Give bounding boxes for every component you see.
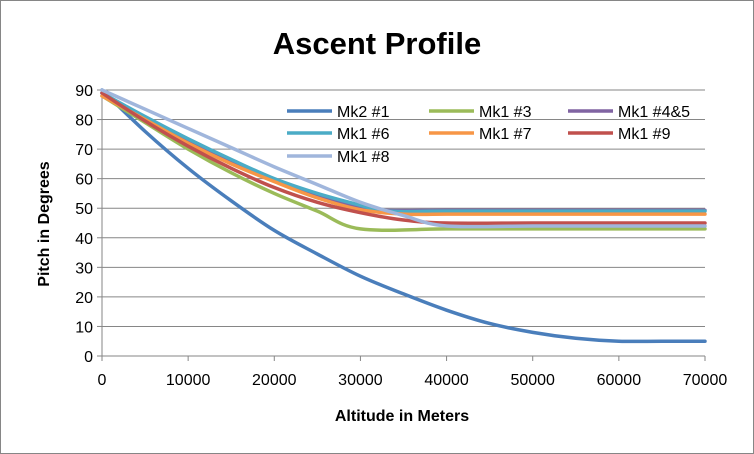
legend-label-7: Mk1 #8 — [337, 149, 390, 166]
y-tick-label-60: 60 — [75, 172, 93, 189]
x-tick-label-50000: 50000 — [510, 372, 555, 389]
series-line-6 — [100, 91, 707, 225]
chart-title: Ascent Profile — [273, 26, 481, 61]
x-tick-label-60000: 60000 — [597, 372, 642, 389]
x-tick-label-40000: 40000 — [424, 372, 469, 389]
x-tick-label-20000: 20000 — [252, 372, 297, 389]
series-lines — [100, 88, 707, 344]
legend-label-6: Mk1 #9 — [618, 126, 671, 143]
y-tick-label-50: 50 — [75, 201, 93, 218]
legend-label-1: Mk2 #1 — [337, 104, 390, 121]
x-tick-label-0: 0 — [98, 372, 107, 389]
x-tick-label-30000: 30000 — [338, 372, 383, 389]
y-tick-label-30: 30 — [75, 260, 93, 277]
legend-label-5: Mk1 #7 — [479, 126, 532, 143]
series-line-5 — [100, 94, 707, 217]
y-tick-label-20: 20 — [75, 290, 93, 307]
legend-label-2: Mk1 #3 — [479, 104, 532, 121]
y-tick-label-90: 90 — [75, 83, 93, 100]
series-line-4 — [100, 91, 707, 214]
x-tick-label-10000: 10000 — [166, 372, 211, 389]
axes — [97, 89, 706, 361]
series-line-1 — [100, 88, 707, 344]
series-line-7 — [100, 88, 707, 229]
x-tick-labels: 0 10000 20000 30000 40000 50000 60000 70000 — [98, 372, 728, 389]
y-tick-labels: 0 10 20 30 40 50 60 70 80 90 — [75, 83, 93, 366]
x-axis-title: Altitude in Meters — [335, 408, 469, 425]
legend-label-3: Mk1 #4&5 — [618, 104, 690, 121]
y-tick-label-40: 40 — [75, 231, 93, 248]
series-line-2 — [100, 94, 707, 232]
x-tick-label-70000: 70000 — [683, 372, 728, 389]
y-axis-title: Pitch in Degrees — [36, 161, 53, 286]
y-tick-label-70: 70 — [75, 142, 93, 159]
y-tick-label-0: 0 — [84, 349, 93, 366]
y-tick-label-10: 10 — [75, 319, 93, 336]
legend: Mk2 #1 Mk1 #3 Mk1 #4&5 Mk1 #6 Mk1 #7 Mk1 #9 Mk… — [287, 104, 690, 166]
legend-label-4: Mk1 #6 — [337, 126, 390, 143]
y-tick-label-80: 80 — [75, 113, 93, 130]
gridlines — [102, 89, 705, 327]
